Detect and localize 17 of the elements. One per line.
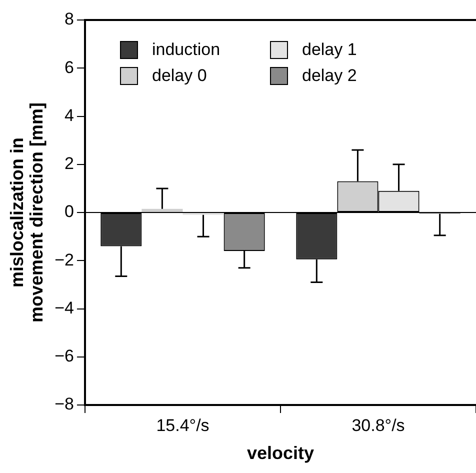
y-tick-label: −6 <box>54 346 74 366</box>
y-tick-label: −8 <box>54 394 74 414</box>
legend-label: delay 2 <box>302 66 357 86</box>
y-tick-label: −4 <box>54 298 74 318</box>
y-tick-label: 8 <box>64 10 74 29</box>
x-tick-label: 15.4°/s <box>156 416 210 435</box>
y-tick-label: 2 <box>64 154 74 174</box>
x-tick-label: 30.8°/s <box>352 416 405 435</box>
legend-label: induction <box>152 40 220 60</box>
y-tick-label: 6 <box>64 58 74 77</box>
legend-label: delay 1 <box>302 40 357 60</box>
y-tick-label: −2 <box>54 250 74 270</box>
y-axis-title: mislocalization in movement direction [mm] <box>6 102 47 323</box>
legend-label: delay 0 <box>152 66 207 86</box>
x-axis-title: velocity <box>246 443 314 464</box>
y-tick-label: 0 <box>64 202 74 222</box>
y-tick-label: 4 <box>64 106 74 125</box>
